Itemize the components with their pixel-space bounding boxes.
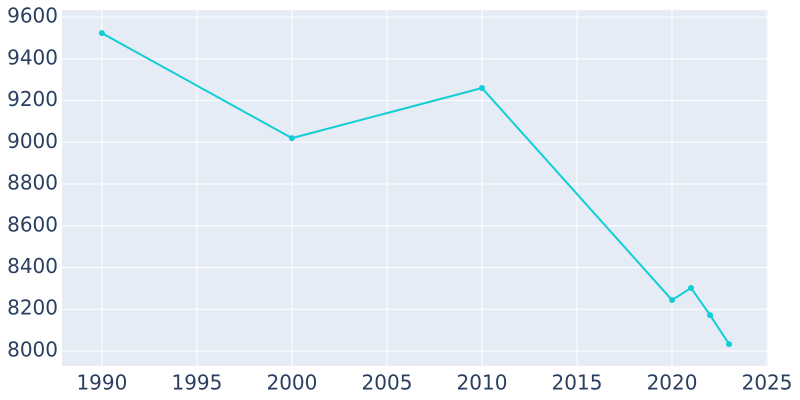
y-tick-label: 9400 [7, 45, 58, 69]
y-tick-label: 8800 [7, 171, 58, 195]
y-tick-label: 9000 [7, 129, 58, 153]
y-tick-label: 8600 [7, 212, 58, 236]
point [478, 85, 485, 92]
x-tick-label: 2010 [457, 371, 508, 395]
y-tick-label: 9200 [7, 87, 58, 111]
point [688, 284, 695, 291]
y-tick-label: 8200 [7, 296, 58, 320]
y-tick-label: 9600 [7, 4, 58, 28]
x-tick-label: 2000 [266, 371, 317, 395]
point [98, 30, 105, 37]
point [707, 312, 714, 319]
x-tick-label: 1995 [171, 371, 222, 395]
x-tick-label: 2025 [742, 371, 793, 395]
point [669, 297, 676, 304]
point [726, 341, 733, 348]
y-tick-label: 8000 [7, 337, 58, 361]
x-tick-label: 2005 [362, 371, 413, 395]
x-tick-label: 1990 [76, 371, 127, 395]
x-tick-label: 2020 [647, 371, 698, 395]
plot-area [62, 10, 768, 366]
x-tick-label: 2015 [552, 371, 603, 395]
point [288, 135, 295, 142]
y-tick-label: 8400 [7, 254, 58, 278]
